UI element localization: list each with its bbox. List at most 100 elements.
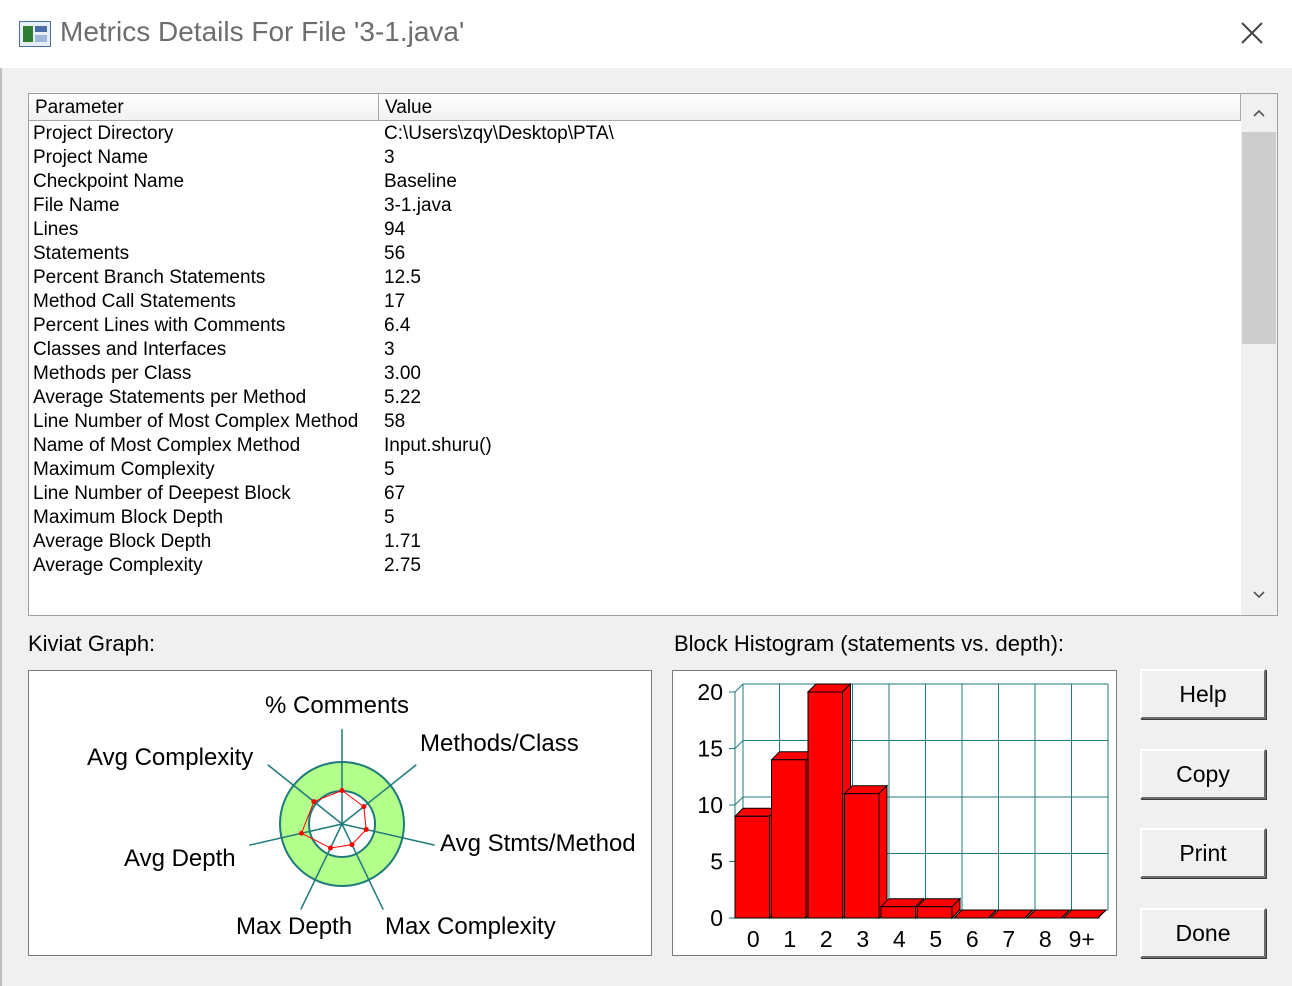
value-cell: Baseline [384,171,457,192]
value-cell: 56 [384,243,406,264]
parameter-cell: Average Statements per Method [33,387,307,408]
column-header-parameter[interactable]: Parameter [29,94,379,121]
kiviat-axis-label: Avg Stmts/Method [440,830,636,857]
parameter-cell: Classes and Interfaces [33,339,227,360]
parameter-cell: Methods per Class [33,363,192,384]
value-cell: 12.5 [384,267,421,288]
kiviat-axis-label: Max Depth [236,913,353,940]
histogram-x-tick-label: 0 [747,926,760,952]
table-row[interactable]: Percent Branch Statements 12.5 [29,266,1241,290]
parameter-cell: Lines [33,219,79,240]
histogram-x-tick-label: 3 [856,926,869,952]
parameter-cell: Line Number of Deepest Block [33,483,291,504]
parameter-cell: Average Block Depth [33,531,212,552]
parameter-cell: Project Name [33,147,149,168]
value-cell: 5 [384,507,395,528]
parameter-cell: Line Number of Most Complex Method [33,411,359,432]
value-cell: 1.71 [384,531,421,552]
parameter-cell: Maximum Complexity [33,459,215,480]
scroll-up-button[interactable] [1241,96,1277,132]
window-border [0,68,2,986]
histogram-gridline [734,796,744,806]
histogram-bar [916,897,962,920]
histogram-bar [1062,909,1108,919]
kiviat-axis-label: Avg Complexity [87,744,254,771]
block-histogram-label: Block Histogram (statements vs. depth): [674,631,1065,656]
copy-button[interactable]: Copy [1140,749,1266,799]
metrics-app-icon [19,21,51,47]
kiviat-axis-label: Methods/Class [420,730,579,757]
chevron-down-icon [1253,591,1265,599]
value-cell: 67 [384,483,406,504]
table-row[interactable]: File Name 3-1.java [29,194,1241,218]
parameter-cell: Statements [33,243,130,264]
window-title: Metrics Details For File '3-1.java' [60,16,465,47]
table-row[interactable]: Methods per Class 3.00 [29,362,1241,386]
histogram-bar [989,909,1035,919]
histogram-x-tick-label: 5 [929,926,942,952]
table-row[interactable]: Lines 94 [29,218,1241,242]
histogram-x-tick-label: 2 [820,926,833,952]
table-row[interactable]: Average Statements per Method 5.22 [29,386,1241,410]
value-cell: 17 [384,291,406,312]
kiviat-point [299,830,305,836]
histogram-y-tick-label: 20 [697,679,723,705]
kiviat-polygon [300,789,367,849]
table-row[interactable]: Average Block Depth 1.71 [29,530,1241,554]
kiviat-point [311,799,317,805]
table-row[interactable]: Percent Lines with Comments 6.4 [29,314,1241,338]
table-row[interactable]: Line Number of Most Complex Method 58 [29,410,1241,434]
value-cell: C:\Users\zqy\Desktop\PTA\ [384,123,614,144]
histogram-y-tick-label: 0 [710,905,723,931]
kiviat-point [363,827,369,833]
table-row[interactable]: Average Complexity 2.75 [29,554,1241,578]
table-row[interactable]: Name of Most Complex Method Input.shuru() [29,434,1241,458]
kiviat-axis-label: Avg Depth [124,845,236,872]
histogram-gridline [734,740,744,749]
parameter-cell: Average Complexity [33,555,203,576]
histogram-y-tick-label: 5 [710,849,723,875]
table-header: Parameter Value [29,94,1241,121]
chevron-up-icon [1253,109,1265,117]
parameter-cell: Name of Most Complex Method [33,435,301,456]
parameter-cell: File Name [33,195,120,216]
kiviat-axis-label: % Comments [265,692,410,719]
table-row[interactable]: Maximum Block Depth 5 [29,506,1241,530]
histogram-gridline [734,683,744,693]
value-cell: 3-1.java [384,195,452,216]
histogram-x-tick-label: 4 [893,926,906,952]
kiviat-graph-label: Kiviat Graph: [28,631,156,656]
histogram-bar [952,909,998,919]
scroll-down-button[interactable] [1241,578,1277,614]
vertical-scrollbar[interactable] [1241,94,1277,615]
table-row[interactable]: Statements 56 [29,242,1241,266]
column-header-value[interactable]: Value [379,94,1241,121]
close-button[interactable] [1226,10,1278,56]
histogram-bar [733,807,779,920]
table-row[interactable]: Checkpoint Name Baseline [29,170,1241,194]
print-button[interactable]: Print [1140,828,1266,878]
parameter-cell: Maximum Block Depth [33,507,224,528]
histogram-x-tick-label: 1 [783,926,796,952]
table-row[interactable]: Project Name 3 [29,146,1241,170]
metrics-table: Parameter Value Project Directory C:\User… [28,93,1278,616]
table-row[interactable]: Classes and Interfaces 3 [29,338,1241,362]
table-row[interactable]: Maximum Complexity 5 [29,458,1241,482]
histogram-x-tick-label: 9+ [1069,926,1095,952]
kiviat-axis [341,823,384,910]
table-row[interactable]: Method Call Statements 17 [29,290,1241,314]
parameter-cell: Checkpoint Name [33,171,185,192]
value-cell: 5.22 [384,387,421,408]
histogram-y-tick-label: 10 [697,792,723,818]
scrollbar-thumb[interactable] [1242,132,1276,344]
value-cell: 3 [384,339,395,360]
kiviat-axis [249,823,343,846]
kiviat-axis [300,823,343,910]
value-cell: Input.shuru() [384,435,492,456]
table-row[interactable]: Project Directory C:\Users\zqy\Desktop\PT… [29,122,1241,146]
help-button[interactable]: Help [1140,669,1266,719]
done-button[interactable]: Done [1140,908,1266,958]
table-row[interactable]: Line Number of Deepest Block 67 [29,482,1241,506]
kiviat-point [361,804,367,810]
kiviat-graph: % Comments Methods/Class Avg Stmts/Method M… [28,670,652,956]
